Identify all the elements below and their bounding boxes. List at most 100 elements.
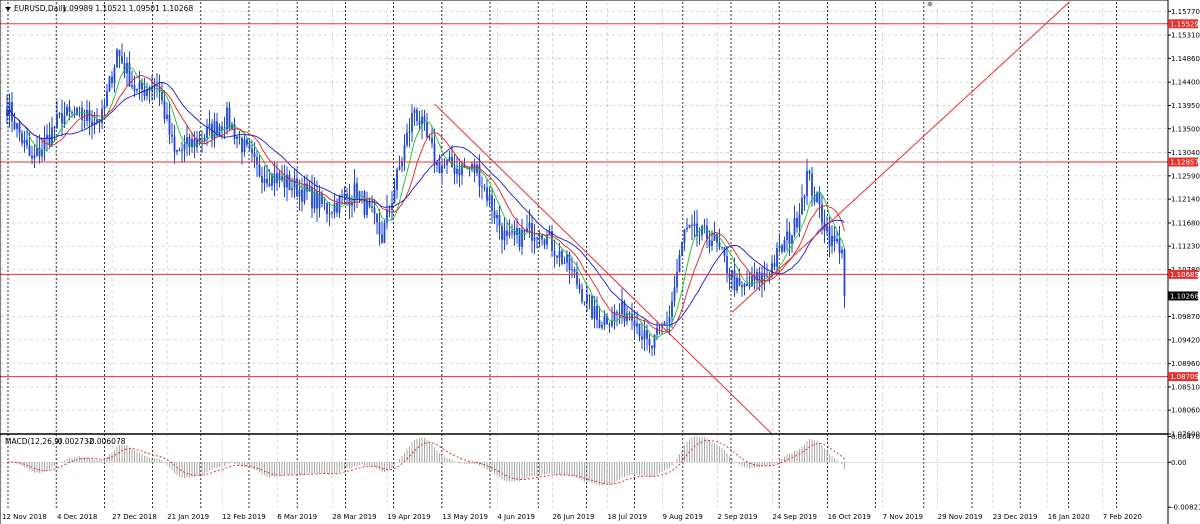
y-tick-label: 1.09420 [1171, 336, 1200, 344]
candle-body [801, 198, 803, 215]
trend-line[interactable] [434, 103, 773, 435]
candle-body [508, 232, 511, 236]
candle-body [571, 269, 573, 271]
candle-body [183, 144, 186, 150]
autoscroll-icon[interactable] [927, 1, 933, 7]
y-tick-label: 1.08960 [1171, 360, 1200, 368]
candle-body [283, 176, 286, 188]
macd-tick-label: -0.008211 [1171, 504, 1200, 512]
candle-body [443, 164, 446, 166]
x-tick-label: 24 Sep 2019 [773, 513, 817, 521]
candle-body [41, 149, 43, 157]
candle-series[interactable] [6, 43, 846, 357]
candle-body [118, 49, 121, 57]
candle-body [128, 62, 131, 87]
candle-body [111, 76, 113, 84]
candle-body [263, 178, 266, 183]
candle-body [213, 121, 216, 139]
macd-signal-line[interactable] [6, 439, 845, 485]
candle-body [576, 271, 578, 285]
candle-body [181, 149, 183, 152]
candle-body [393, 189, 396, 204]
moving-average-14[interactable] [6, 74, 845, 333]
candle-body [406, 132, 408, 146]
candle-body [351, 202, 353, 206]
candle-body [136, 88, 138, 91]
candle-body [726, 255, 728, 274]
candle-body [558, 250, 561, 258]
moving-average-8[interactable] [6, 66, 845, 339]
candle-body [568, 254, 571, 271]
candle-body [688, 224, 691, 228]
candle-body [126, 62, 128, 74]
candle-body [836, 238, 838, 242]
x-tick-label: 2 Sep 2019 [718, 513, 758, 521]
candle-body [328, 213, 331, 215]
candle-body [691, 224, 693, 227]
candle-body [778, 245, 781, 249]
horizontal-level-lines[interactable] [0, 23, 1168, 378]
candle-body [278, 173, 281, 180]
candle-body [153, 85, 156, 88]
candle-body [646, 330, 648, 340]
candle-body [591, 295, 593, 319]
candle-body [638, 323, 641, 337]
x-tick-label: 7 Feb 2020 [1103, 513, 1142, 521]
candle-body [821, 204, 823, 223]
candle-body [608, 324, 611, 326]
price-scale[interactable]: 1.15770 1.15310 1.14860 1.14400 1.13950 1.135… [1168, 8, 1200, 512]
price-tags: 1.15529 1.12857 1.10685 1.08709 1.10268 [1168, 19, 1199, 382]
candle-body [271, 173, 273, 187]
candle-body [108, 76, 111, 92]
candle-body [61, 113, 63, 125]
level-price-tag [1168, 269, 1198, 279]
candle-body [116, 49, 118, 68]
candle-body [816, 192, 818, 202]
candle-body [516, 227, 518, 236]
candle-body [288, 174, 291, 191]
x-tick-label: 16 Oct 2019 [828, 513, 871, 521]
dropdown-triangle-icon[interactable] [5, 7, 11, 11]
candle-body [441, 165, 443, 174]
candle-body [746, 283, 748, 287]
candle-body [566, 254, 568, 263]
candle-body [488, 195, 491, 201]
candle-body [203, 137, 206, 141]
candle-body [513, 231, 516, 236]
trend-line[interactable] [731, 1, 1070, 313]
candle-body [413, 109, 416, 114]
y-tick-label: 1.13500 [1171, 125, 1200, 133]
level-price-label: 1.15529 [1170, 20, 1199, 28]
candle-body [168, 114, 171, 135]
candle-body [31, 155, 33, 159]
moving-average-24[interactable] [6, 82, 845, 326]
price-scale-background [1168, 0, 1200, 524]
candle-body [78, 107, 81, 109]
candle-body [436, 161, 438, 166]
candle-body [708, 239, 711, 247]
candle-body [826, 226, 828, 231]
candle-body [256, 156, 258, 165]
candle-body [141, 82, 143, 90]
candle-body [493, 210, 496, 219]
x-tick-label: 4 Jun 2019 [497, 513, 535, 521]
candle-body [26, 139, 28, 146]
candle-body [173, 136, 176, 152]
candle-body [793, 217, 796, 236]
candle-body [88, 110, 91, 122]
candle-body [438, 161, 441, 174]
moving-average-lines[interactable] [6, 66, 845, 339]
candle-body [43, 138, 46, 150]
candle-body [18, 123, 21, 134]
window-controls [927, 1, 933, 7]
time-scale[interactable]: 12 Nov 2018 4 Dec 2018 27 Dec 2018 21 Jan 2… [2, 513, 1142, 521]
candle-body [613, 311, 616, 321]
candle-body [268, 183, 271, 187]
candle-body [736, 277, 738, 291]
candle-body [476, 164, 478, 173]
x-tick-label: 6 Mar 2019 [277, 513, 317, 521]
candle-body [491, 195, 493, 211]
candle-body [716, 234, 718, 243]
trend-lines[interactable] [434, 1, 1070, 435]
